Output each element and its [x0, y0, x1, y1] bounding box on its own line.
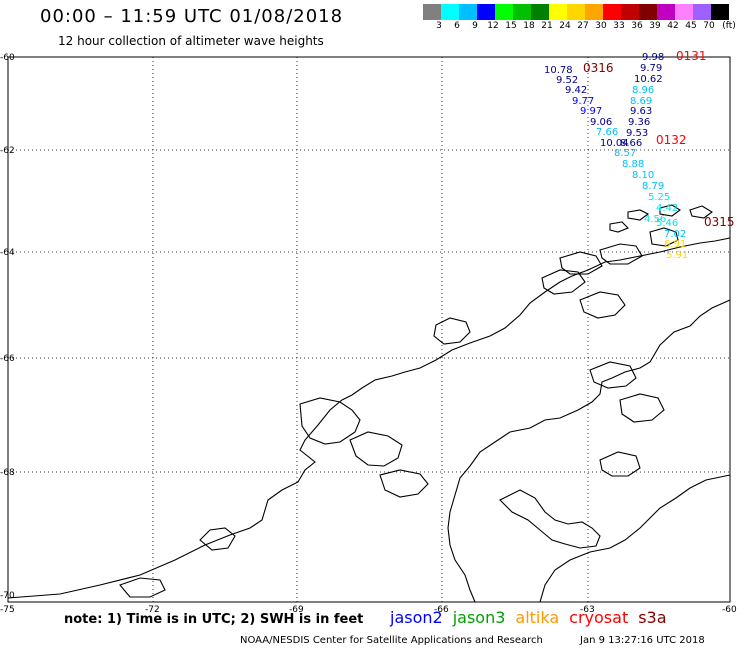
legend-swatch [585, 4, 603, 20]
generated-timestamp: Jan 9 13:27:16 UTC 2018 [580, 635, 705, 646]
latitude-label: -68 [0, 468, 15, 478]
credit-line: NOAA/NESDIS Center for Satellite Applica… [240, 635, 543, 646]
legend-label: 18 [523, 21, 535, 31]
satellite-label: altika [515, 608, 560, 627]
legend-swatch [459, 4, 477, 20]
swh-value: 9.52 [556, 75, 578, 86]
swh-value: 8.88 [622, 159, 644, 170]
legend-swatch [531, 4, 549, 20]
swh-value: 9.06 [590, 117, 612, 128]
legend-label: 70 [703, 21, 715, 31]
longitude-label: -60 [722, 605, 737, 615]
swh-value: 10.04 [600, 138, 629, 149]
swh-value: 8.79 [642, 181, 664, 192]
map-title: 00:00 – 11:59 UTC 01/08/2018 [40, 6, 344, 27]
satellite-label: cryosat [569, 608, 629, 627]
satellite-legend: jason2 jason3 altika cryosat s3a [390, 608, 677, 627]
swh-value: 9.63 [630, 106, 652, 117]
legend-swatch [639, 4, 657, 20]
legend-label: 30 [595, 21, 607, 31]
swh-value: 9.53 [626, 128, 648, 139]
swh-value: 4.56 [644, 214, 666, 225]
latitude-label: -62 [0, 146, 15, 156]
swh-value: 10.78 [544, 65, 573, 76]
longitude-label: -72 [145, 605, 160, 615]
latitude-label: -60 [0, 53, 15, 63]
swh-value: 10.62 [634, 74, 663, 85]
legend-swatch [657, 4, 675, 20]
legend-swatch [423, 4, 441, 20]
legend-swatch [495, 4, 513, 20]
altimeter-tracks: 0131 9.989.7910.628.968.699.639.369.538.6… [544, 49, 735, 261]
latitude-labels: -60 -62 -64 -66 -68 -70 [0, 53, 15, 601]
swh-value: 4.42 [656, 203, 678, 214]
swh-value: 6.91 [664, 239, 686, 250]
swh-value: 9.79 [640, 63, 662, 74]
legend-swatch [567, 4, 585, 20]
legend-swatch [477, 4, 495, 20]
legend-label: 15 [505, 21, 517, 31]
legend-label: 42 [667, 21, 679, 31]
swh-value: 5.46 [656, 218, 678, 229]
legend-swatch [621, 4, 639, 20]
swh-value: 9.97 [580, 106, 602, 117]
swh-value: 9.98 [642, 52, 664, 63]
longitude-label: -63 [580, 605, 595, 615]
swh-value: 8.10 [632, 170, 654, 181]
legend-swatch [441, 4, 459, 20]
track-time-label: 0316 [583, 61, 614, 75]
legend-label: (ft) [722, 21, 736, 31]
legend-label: 33 [613, 21, 625, 31]
satellite-label: jason3 [452, 608, 506, 627]
track-time-label: 0131 [676, 49, 707, 63]
longitude-label: -75 [0, 605, 15, 615]
satellite-label: s3a [638, 608, 667, 627]
legend-swatch [549, 4, 567, 20]
swh-value: 9.77 [572, 96, 594, 107]
legend-label: 24 [559, 21, 571, 31]
legend-swatch [603, 4, 621, 20]
coastline [7, 204, 731, 603]
legend-label: 27 [577, 21, 589, 31]
track-time-label: 0315 [704, 215, 735, 229]
legend-label: 36 [631, 21, 643, 31]
legend-swatch [693, 4, 711, 20]
legend-label: 9 [472, 21, 478, 31]
longitude-label: -66 [434, 605, 449, 615]
legend-swatch [513, 4, 531, 20]
color-legend [423, 4, 729, 20]
swh-value: 5.25 [648, 192, 670, 203]
longitude-labels: -75 -72 -69 -66 -63 -60 [0, 605, 737, 615]
swh-value: 7.66 [596, 127, 618, 138]
longitude-label: -69 [289, 605, 304, 615]
track-time-label: 0132 [656, 133, 687, 147]
swh-value: 8.66 [620, 138, 642, 149]
legend-label: 6 [454, 21, 460, 31]
swh-value: 8.69 [630, 96, 652, 107]
legend-label: 39 [649, 21, 661, 31]
swh-value: 9.42 [565, 85, 587, 96]
legend-swatch [675, 4, 693, 20]
satellite-label: jason2 [390, 608, 443, 627]
swh-value: 8.96 [632, 85, 654, 96]
footer-note: note: 1) Time is in UTC; 2) SWH is in fe… [64, 612, 364, 627]
map-subtitle: 12 hour collection of altimeter wave hei… [58, 34, 324, 48]
legend-label: 21 [541, 21, 553, 31]
map-frame [7, 56, 731, 603]
swh-value: 5.91 [666, 250, 688, 261]
legend-label: 3 [436, 21, 442, 31]
legend-swatch [711, 4, 729, 20]
latitude-label: -66 [0, 354, 15, 364]
swh-value: 7.02 [664, 229, 686, 240]
legend-label: 45 [685, 21, 697, 31]
latitude-label: -64 [0, 248, 15, 258]
latitude-label: -70 [0, 591, 15, 601]
swh-value: 8.57 [614, 148, 636, 159]
swh-value: 9.36 [628, 117, 650, 128]
legend-label: 12 [487, 21, 499, 31]
graticule [8, 57, 730, 602]
